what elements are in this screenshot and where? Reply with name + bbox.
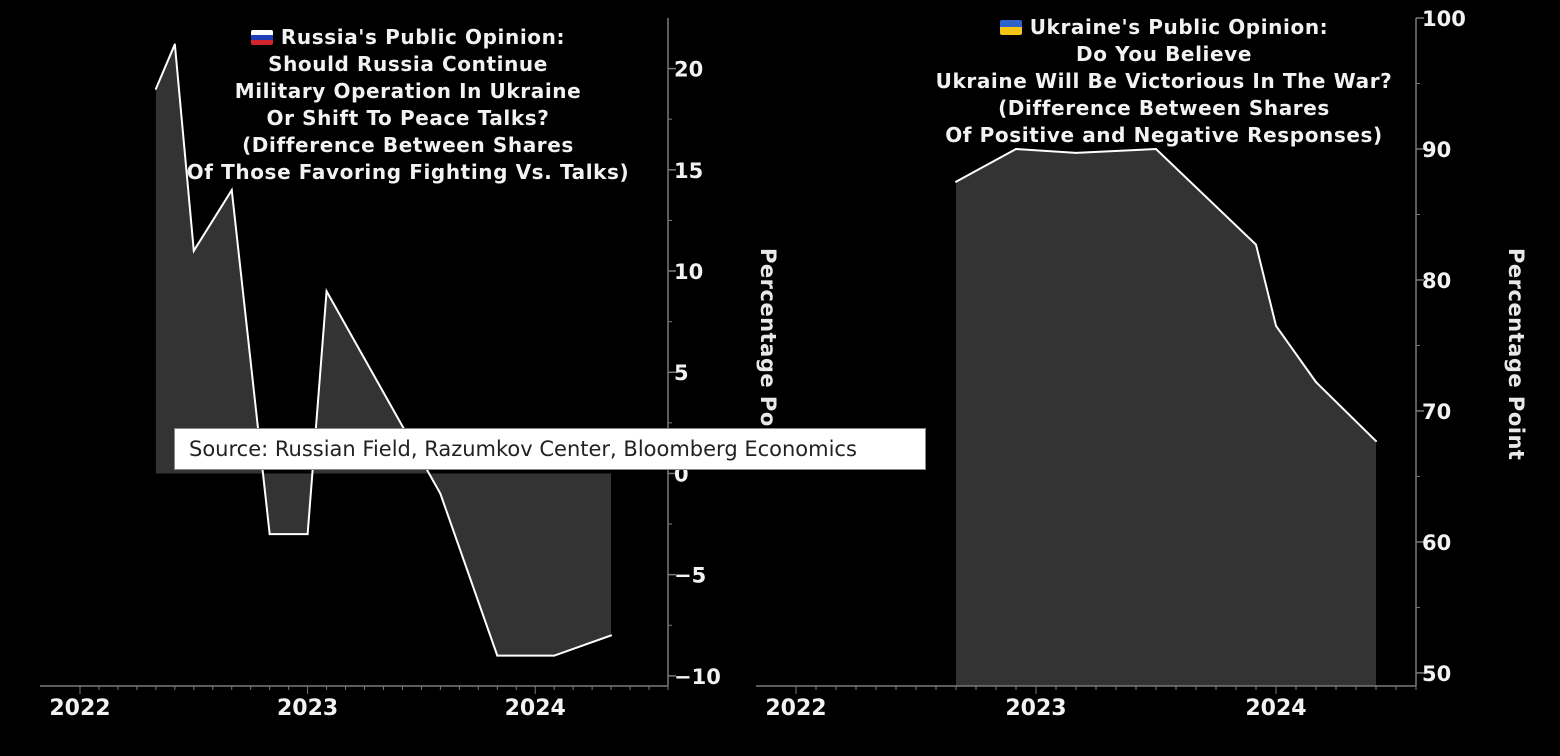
ukraine-y-tick-label: 70 [1422, 400, 1451, 424]
ukraine-x-tick-label: 2023 [1005, 696, 1066, 721]
title-line: Military Operation In Ukraine [234, 79, 582, 103]
title-text: Ukraine's Public Opinion: [1029, 15, 1329, 39]
russia-data-point [154, 87, 157, 90]
ukraine-data-point [1015, 147, 1017, 150]
russia-x-tick-label: 2022 [49, 696, 110, 721]
title-line: Russia's Public Opinion: [150, 24, 666, 51]
title-line: Of Positive and Negative Responses) [945, 123, 1383, 147]
title-line: Ukraine's Public Opinion: [906, 14, 1422, 41]
russia-x-tick-label: 2023 [277, 696, 338, 721]
title-line: (Difference Between Shares [242, 133, 574, 157]
title-line: Of Those Favoring Fighting Vs. Talks) [186, 160, 630, 184]
ukraine-chart-title: Ukraine's Public Opinion: Do You Believe… [906, 14, 1422, 149]
russia-x-tick-label: 2024 [505, 696, 566, 721]
russia-data-point [306, 533, 309, 536]
ukraine-data-point [1155, 147, 1157, 150]
russia-data-point [325, 290, 328, 293]
ukraine-y-tick-label: 50 [1422, 662, 1451, 686]
ukraine-data-point [1375, 440, 1377, 443]
y-axis-label-right: Percentage Point [1504, 248, 1528, 461]
ukraine-data-point [1275, 324, 1277, 327]
russia-series-line [154, 43, 612, 657]
russia-y-tick-label: 10 [674, 260, 703, 284]
ukraine-series-line [955, 147, 1377, 442]
ukraine-y-tick-label: 90 [1422, 138, 1451, 162]
russia-y-tick-label: −10 [674, 665, 721, 689]
title-line: Do You Believe [1076, 42, 1252, 66]
russia-data-point [173, 43, 176, 46]
russia-data-point [230, 189, 233, 192]
source-note: Source: Russian Field, Razumkov Center, … [174, 428, 926, 470]
title-line: Should Russia Continue [268, 52, 548, 76]
russia-data-point [382, 391, 385, 394]
russia-data-point [553, 654, 556, 657]
title-line: (Difference Between Shares [998, 96, 1330, 120]
russia-data-point [268, 533, 271, 536]
ukraine-area-fill [956, 148, 1376, 686]
ukraine-y-tick-label: 60 [1422, 531, 1451, 555]
russia-data-point [496, 654, 499, 657]
ukraine-data-point [1075, 151, 1077, 154]
ukraine-x-tick-label: 2022 [765, 696, 826, 721]
title-line: Ukraine Will Be Victorious In The War? [935, 69, 1393, 93]
russia-area-fill [155, 44, 612, 656]
russia-flag-icon [250, 30, 273, 45]
ukraine-data-point [1255, 243, 1257, 246]
ukraine-flag-icon [999, 20, 1022, 35]
ukraine-data-point [955, 180, 957, 183]
russia-y-tick-label: 5 [674, 361, 689, 385]
russia-chart-title: Russia's Public Opinion: Should Russia C… [150, 24, 666, 186]
russia-y-tick-label: 15 [674, 159, 703, 183]
russia-y-tick-label: 20 [674, 58, 703, 82]
russia-y-tick-label: −5 [674, 564, 706, 588]
russia-data-point [610, 634, 613, 637]
ukraine-data-point [1315, 381, 1317, 384]
title-line: Or Shift To Peace Talks? [266, 106, 550, 130]
ukraine-y-tick-label: 100 [1422, 7, 1466, 31]
russia-data-point [439, 492, 442, 495]
ukraine-x-tick-label: 2024 [1245, 696, 1306, 721]
ukraine-y-tick-label: 80 [1422, 269, 1451, 293]
title-text: Russia's Public Opinion: [280, 25, 566, 49]
russia-data-point [192, 249, 195, 252]
